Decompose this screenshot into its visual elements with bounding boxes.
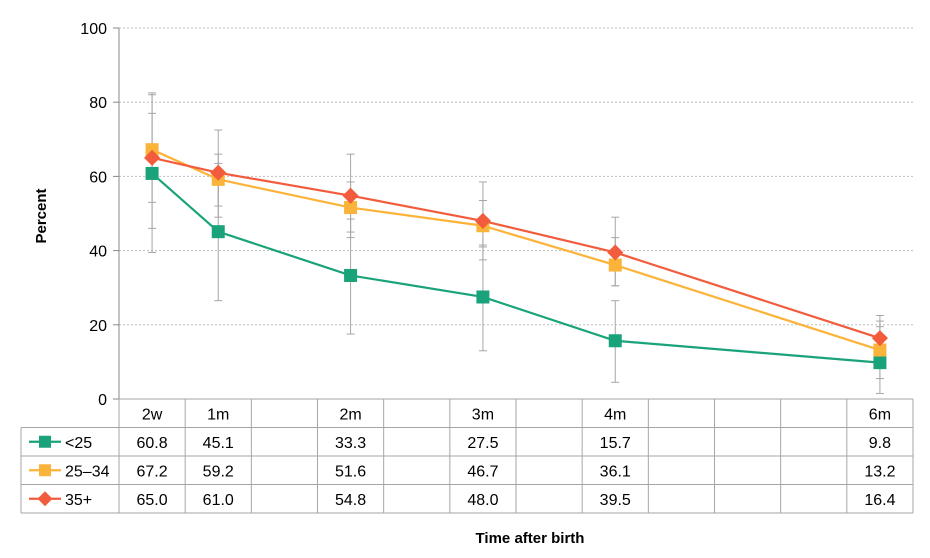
table-value: 27.5 xyxy=(467,435,498,452)
legend-marker xyxy=(39,435,51,448)
y-tick-label: 0 xyxy=(98,392,107,409)
y-axis: 0 20 40 60 80 100 xyxy=(80,21,120,409)
data-point xyxy=(607,244,624,261)
data-point xyxy=(211,225,225,239)
data-table: 2w 1m 2m 3m 4m 6m <25 60.8 45.1 33.3 27.5 15.7 9.8 25… xyxy=(20,398,914,514)
table-value: 9.8 xyxy=(869,435,891,452)
table-value: 48.0 xyxy=(467,492,498,509)
table-value: 13.2 xyxy=(864,463,895,480)
legend-marker xyxy=(37,491,53,507)
series-lines xyxy=(151,148,881,364)
series-line-0 xyxy=(151,172,881,364)
y-tick-label: 40 xyxy=(89,244,107,261)
legend-marker xyxy=(39,464,51,477)
data-point xyxy=(608,334,622,348)
data-point xyxy=(608,258,622,272)
data-point xyxy=(873,343,887,357)
series-line-2 xyxy=(151,156,881,340)
x-tick-label: 4m xyxy=(604,406,626,423)
x-axis-label: Time after birth xyxy=(476,530,585,547)
data-point xyxy=(476,290,490,304)
data-point xyxy=(344,201,358,215)
data-point xyxy=(871,330,888,347)
table-value: 46.7 xyxy=(467,463,498,480)
x-tick-label: 2m xyxy=(339,406,361,423)
table-value: 67.2 xyxy=(137,463,168,480)
x-tick-label: 3m xyxy=(472,406,494,423)
data-point xyxy=(210,164,227,181)
table-value: 54.8 xyxy=(335,492,366,509)
data-point xyxy=(342,187,359,204)
y-tick-label: 100 xyxy=(80,21,107,38)
legend-label: 25–34 xyxy=(65,463,110,480)
series-line-1 xyxy=(151,148,881,352)
table-value: 16.4 xyxy=(864,492,895,509)
table-value: 15.7 xyxy=(600,435,631,452)
y-tick-label: 60 xyxy=(89,169,107,186)
x-tick-label: 6m xyxy=(869,406,891,423)
gridlines xyxy=(119,27,913,326)
legend-label: 35+ xyxy=(65,492,92,509)
table-value: 33.3 xyxy=(335,435,366,452)
data-point xyxy=(144,149,161,166)
data-point xyxy=(474,212,491,229)
data-point xyxy=(145,143,159,157)
legend-label: <25 xyxy=(65,435,92,452)
series-markers xyxy=(144,143,888,370)
y-axis-label: Percent xyxy=(33,188,50,243)
table-value: 39.5 xyxy=(600,492,631,509)
table-value: 36.1 xyxy=(600,463,631,480)
table-value: 61.0 xyxy=(203,492,234,509)
y-tick-label: 80 xyxy=(89,95,107,112)
data-point xyxy=(145,166,159,180)
x-tick-label: 2w xyxy=(142,406,163,423)
error-bars xyxy=(148,92,884,394)
table-value: 59.2 xyxy=(203,463,234,480)
table-value: 65.0 xyxy=(137,492,168,509)
data-point xyxy=(344,268,358,282)
table-value: 60.8 xyxy=(137,435,168,452)
y-tick-label: 20 xyxy=(89,318,107,335)
table-value: 45.1 xyxy=(203,435,234,452)
x-tick-label: 1m xyxy=(207,406,229,423)
data-point xyxy=(873,356,887,370)
table-value: 51.6 xyxy=(335,463,366,480)
